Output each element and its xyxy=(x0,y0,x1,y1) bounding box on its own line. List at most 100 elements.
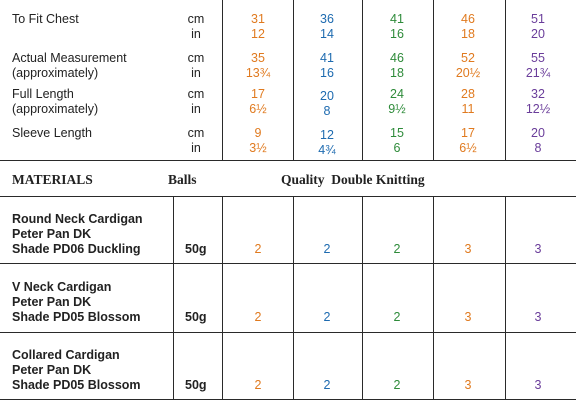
size-4-cm: 46 xyxy=(461,12,475,26)
balls-size-2: 2 xyxy=(323,378,331,392)
col-line-3 xyxy=(433,0,434,160)
size-1-cm: 9 xyxy=(254,126,262,140)
divider-row-1 xyxy=(0,263,576,264)
material-shade: Shade PD05 Blossom xyxy=(12,378,141,392)
size-4-cm: 17 xyxy=(461,126,475,140)
unit-cm: cm xyxy=(187,87,205,101)
measure-sublabel: (approximately) xyxy=(12,66,99,80)
size-1-cm: 31 xyxy=(251,12,265,26)
measure-label: Full Length xyxy=(12,87,74,101)
quality-heading: Quality Double Knitting xyxy=(281,172,425,187)
size-2-cm: 36 xyxy=(320,12,334,26)
balls-size-5: 3 xyxy=(534,310,542,324)
ball-weight: 50g xyxy=(185,378,207,392)
mat-col-line-1 xyxy=(222,196,223,400)
balls-size-1: 2 xyxy=(254,242,262,256)
size-5-in: 21¾ xyxy=(525,66,551,80)
balls-heading: Balls xyxy=(168,172,197,187)
size-3-cm: 24 xyxy=(390,87,404,101)
balls-size-4: 3 xyxy=(464,378,472,392)
col-line-4 xyxy=(505,0,506,160)
size-2-in: 16 xyxy=(320,66,334,80)
size-2-in: 14 xyxy=(320,27,334,41)
mat-col-line-4 xyxy=(433,196,434,400)
size-2-cm: 20 xyxy=(320,89,334,103)
size-4-cm: 28 xyxy=(461,87,475,101)
size-2-cm: 12 xyxy=(320,128,334,142)
unit-cm: cm xyxy=(187,126,205,140)
balls-size-3: 2 xyxy=(393,310,401,324)
size-4-in: 20½ xyxy=(455,66,481,80)
size-1-in: 3½ xyxy=(249,141,267,155)
divider-materials-header xyxy=(0,196,576,197)
col-line-1 xyxy=(293,0,294,160)
unit-cm: cm xyxy=(187,51,205,65)
size-3-cm: 41 xyxy=(390,12,404,26)
size-1-in: 6½ xyxy=(249,102,267,116)
unit-cm: cm xyxy=(187,12,205,26)
balls-size-3: 2 xyxy=(393,378,401,392)
size-2-cm: 41 xyxy=(320,51,334,65)
measure-label: Actual Measurement xyxy=(12,51,127,65)
material-shade: Shade PD05 Blossom xyxy=(12,310,141,324)
material-shade: Shade PD06 Duckling xyxy=(12,242,141,256)
material-name: V Neck Cardigan xyxy=(12,280,112,294)
divider-row-2 xyxy=(0,332,576,333)
size-2-in: 4¾ xyxy=(318,143,336,157)
size-5-in: 20 xyxy=(531,27,545,41)
size-4-in: 18 xyxy=(461,27,475,41)
material-name: Collared Cardigan xyxy=(12,348,120,362)
size-3-cm: 46 xyxy=(390,51,404,65)
size-5-in: 12½ xyxy=(525,102,551,116)
measure-label: Sleeve Length xyxy=(12,126,92,140)
size-3-in: 9½ xyxy=(388,102,406,116)
size-5-in: 8 xyxy=(534,141,542,155)
size-5-cm: 51 xyxy=(531,12,545,26)
balls-size-2: 2 xyxy=(323,242,331,256)
measure-sublabel: (approximately) xyxy=(12,102,99,116)
size-4-in: 6½ xyxy=(459,141,477,155)
unit-in: in xyxy=(191,102,201,116)
mat-col-line-5 xyxy=(505,196,506,400)
size-3-cm: 15 xyxy=(390,126,404,140)
material-yarn: Peter Pan DK xyxy=(12,363,92,377)
size-1-in: 13¾ xyxy=(245,66,271,80)
col-line-2 xyxy=(362,0,363,160)
size-4-cm: 52 xyxy=(461,51,475,65)
materials-heading: MATERIALS xyxy=(12,172,93,187)
unit-in: in xyxy=(191,141,201,155)
size-5-cm: 55 xyxy=(531,51,545,65)
balls-size-1: 2 xyxy=(254,310,262,324)
balls-size-5: 3 xyxy=(534,378,542,392)
measure-label: To Fit Chest xyxy=(12,12,79,26)
material-yarn: Peter Pan DK xyxy=(12,295,92,309)
balls-size-4: 3 xyxy=(464,242,472,256)
material-yarn: Peter Pan DK xyxy=(12,227,92,241)
balls-size-4: 3 xyxy=(464,310,472,324)
mat-col-line-3 xyxy=(362,196,363,400)
size-3-in: 6 xyxy=(393,141,401,155)
balls-size-3: 2 xyxy=(393,242,401,256)
size-1-in: 12 xyxy=(251,27,265,41)
mat-col-line-2 xyxy=(293,196,294,400)
size-3-in: 18 xyxy=(390,66,404,80)
material-name: Round Neck Cardigan xyxy=(12,212,143,226)
balls-size-5: 3 xyxy=(534,242,542,256)
size-3-in: 16 xyxy=(390,27,404,41)
divider-bottom xyxy=(0,399,576,400)
size-5-cm: 32 xyxy=(531,87,545,101)
size-5-cm: 20 xyxy=(531,126,545,140)
balls-size-2: 2 xyxy=(323,310,331,324)
size-2-in: 8 xyxy=(323,104,331,118)
ball-weight: 50g xyxy=(185,310,207,324)
size-1-cm: 17 xyxy=(251,87,265,101)
balls-size-1: 2 xyxy=(254,378,262,392)
size-4-in: 11 xyxy=(461,102,475,116)
unit-in: in xyxy=(191,27,201,41)
divider-top-materials xyxy=(0,160,576,161)
unit-in: in xyxy=(191,66,201,80)
col-line-0 xyxy=(222,0,223,160)
size-1-cm: 35 xyxy=(251,51,265,65)
mat-col-line-0 xyxy=(173,196,174,400)
